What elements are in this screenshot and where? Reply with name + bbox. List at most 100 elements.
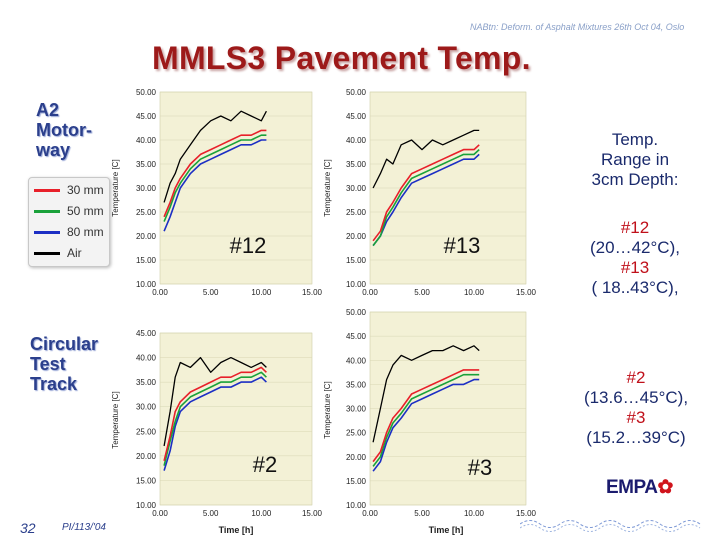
series-line-Air [372,129,480,189]
range-label: #12 [620,218,650,237]
x-tick-label: 15.00 [516,288,537,297]
range-title-line: Temp. [611,130,659,149]
y-axis-label: Temperature [C] [111,159,120,216]
series-line-30-mm [372,369,480,463]
y-tick-label: 50.00 [136,88,157,97]
y-tick-label: 30.00 [346,405,367,414]
plot-area [159,332,313,506]
series-line-50-mm [372,373,480,467]
section-track-line: Track [30,374,78,394]
legend-item: 80 mm [29,222,109,241]
empa-logo-text: EMPA [606,477,658,498]
series-line-Air [163,110,267,203]
legend-item: Air [29,243,109,262]
range-title-line: 3cm Depth: [591,170,679,189]
x-tick-label: 15.00 [302,288,323,297]
y-tick-label: 40.00 [346,136,367,145]
legend-label: 30 mm [67,183,104,197]
x-tick-label: 0.00 [362,288,378,297]
x-tick-label: 10.00 [464,509,485,518]
y-tick-label: 15.00 [136,476,157,485]
series-line-50-mm [163,134,267,222]
page-number: 32 [20,520,36,536]
legend-label: 50 mm [67,204,104,218]
panel-label: #3 [468,455,492,480]
y-tick-label: 35.00 [136,160,157,169]
y-tick-label: 45.00 [136,329,157,338]
legend-item: 50 mm [29,201,109,220]
section-a2-line: A2 [36,100,60,120]
y-tick-label: 15.00 [346,256,367,265]
range-label: #3 [626,408,646,427]
range-value: ( 18..43°C), [591,278,679,297]
legend-label: Air [67,246,82,260]
y-tick-label: 35.00 [136,378,157,387]
legend-swatch [34,210,60,213]
x-tick-label: 10.00 [251,509,272,518]
y-tick-label: 15.00 [346,477,367,486]
y-tick-label: 50.00 [346,88,367,97]
x-tick-label: 5.00 [414,509,430,518]
range-value: (13.6…45°C), [583,388,689,407]
y-tick-label: 30.00 [136,403,157,412]
legend-swatch [34,252,60,255]
x-tick-label: 15.00 [302,509,323,518]
range-bottom: #2 (13.6…45°C), #3 (15.2…39°C) [556,368,716,448]
y-tick-label: 35.00 [346,380,367,389]
series-line-30-mm [372,144,480,242]
x-tick-label: 10.00 [251,288,272,297]
x-tick-label: 10.00 [464,288,485,297]
series-line-80-mm [163,376,267,471]
y-tick-label: 20.00 [346,453,367,462]
section-a2-line: Motor- [36,120,92,140]
range-title: Temp. Range in 3cm Depth: [560,130,710,190]
y-tick-label: 25.00 [346,208,367,217]
legend-label: 80 mm [67,225,104,239]
y-tick-label: 40.00 [346,356,367,365]
series-line-80-mm [372,378,480,472]
panel-label: #2 [253,452,277,477]
y-tick-label: 20.00 [136,232,157,241]
page-title: MMLS3 Pavement Temp. [152,40,531,76]
section-track-line: Circular [30,334,99,354]
section-a2-line: way [36,140,71,160]
panel-label: #12 [230,233,267,258]
y-tick-label: 10.00 [346,280,367,289]
range-value: (15.2…39°C) [586,428,686,447]
y-tick-label: 45.00 [136,112,157,121]
y-tick-label: 25.00 [136,427,157,436]
range-title-line: Range in [600,150,670,169]
x-tick-label: 5.00 [203,509,219,518]
x-tick-label: 5.00 [414,288,430,297]
x-tick-label: 5.00 [203,288,219,297]
series-line-80-mm [163,139,267,232]
y-tick-label: 25.00 [346,429,367,438]
legend-swatch [34,231,60,234]
legend: 30 mm 50 mm 80 mm Air [28,177,110,267]
series-line-50-mm [163,371,267,466]
y-tick-label: 25.00 [136,208,157,217]
y-axis-label: Temperature [C] [111,391,120,448]
y-tick-label: 20.00 [136,452,157,461]
y-tick-label: 35.00 [346,160,367,169]
x-tick-label: 15.00 [516,509,537,518]
x-tick-label: 0.00 [152,288,168,297]
legend-item: 30 mm [29,180,109,199]
legend-swatch [34,189,60,192]
series-line-Air [372,345,480,443]
y-tick-label: 40.00 [136,354,157,363]
section-a2-label: A2 Motor- way [36,100,92,160]
panel-label: #13 [444,233,481,258]
series-line-80-mm [372,153,480,247]
y-axis-label: Temperature [C] [323,381,332,438]
x-tick-label: 0.00 [362,509,378,518]
header-note: NABtn: Deform. of Asphalt Mixtures 26th … [470,22,685,32]
y-tick-label: 10.00 [136,501,157,510]
empa-logo: EMPA✿ [606,476,673,499]
x-axis-label: Time [h] [429,525,464,535]
series-line-30-mm [163,129,267,218]
y-tick-label: 20.00 [346,232,367,241]
y-tick-label: 30.00 [136,184,157,193]
series-line-Air [163,356,267,447]
